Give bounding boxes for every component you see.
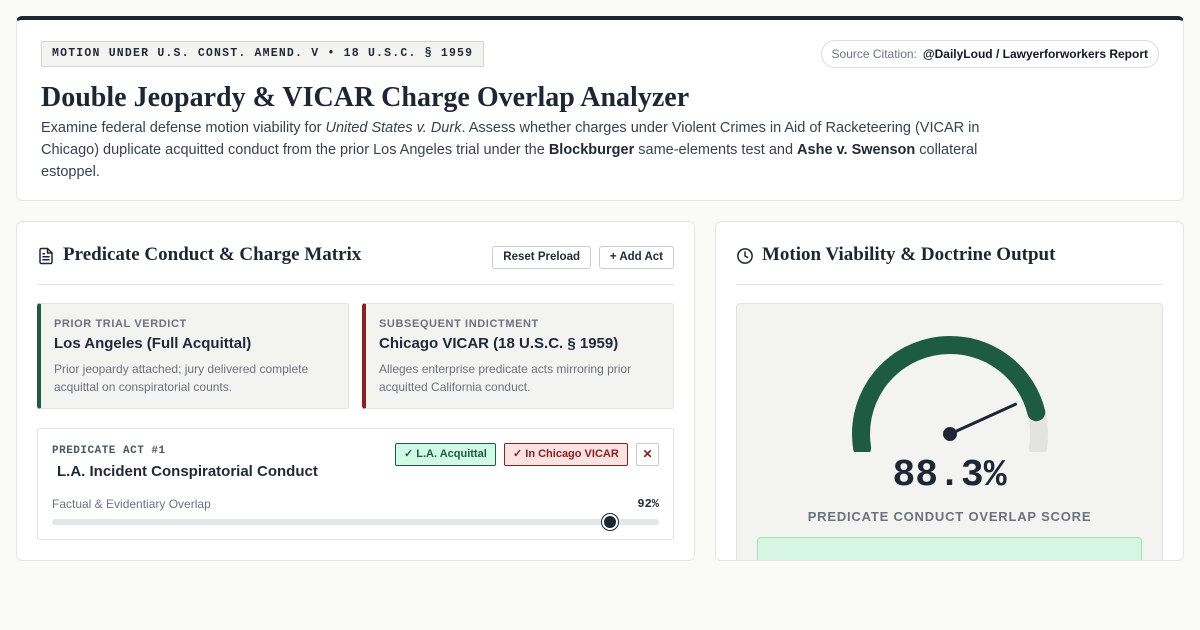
matrix-title: Predicate Conduct & Charge Matrix bbox=[63, 244, 362, 265]
reset-preload-button[interactable]: Reset Preload bbox=[492, 246, 591, 269]
citation-value[interactable]: @DailyLoud / Lawyerforworkers Report bbox=[922, 47, 1148, 61]
act-title: L.A. Incident Conspiratorial Conduct bbox=[57, 463, 318, 480]
overlap-gauge bbox=[852, 335, 1048, 452]
overlap-value: 92% bbox=[637, 497, 659, 511]
slider-thumb[interactable] bbox=[602, 514, 619, 530]
overlap-score-value: 88.3% bbox=[892, 454, 1007, 497]
remove-act-button[interactable]: ✕ bbox=[636, 443, 659, 466]
la-acquittal-toggle[interactable]: ✓ L.A. Acquittal bbox=[395, 443, 496, 466]
subsequent-desc: Alleges enterprise predicate acts mirror… bbox=[379, 362, 632, 394]
gauge-needle bbox=[948, 402, 1017, 436]
output-title: Motion Viability & Doctrine Output bbox=[762, 244, 1056, 265]
desc-text-4: collateral estoppel. bbox=[41, 142, 978, 180]
desc-text-2: . Assess whether charges under Violent C… bbox=[41, 120, 980, 158]
desc-case-name: United States v. Durk bbox=[325, 120, 462, 136]
citation-label: Source Citation: bbox=[831, 47, 917, 61]
desc-ashe: Ashe v. Swenson bbox=[797, 142, 916, 158]
predicate-act-card: PREDICATE ACT #1 L.A. Incident Conspirat… bbox=[37, 428, 674, 540]
overlap-score-label: PREDICATE CONDUCT OVERLAP SCORE bbox=[807, 509, 1092, 524]
desc-text-3: same-elements test and bbox=[634, 142, 798, 158]
charge-matrix-panel: Predicate Conduct & Charge Matrix Reset … bbox=[16, 221, 695, 561]
doctrine-output-panel: Motion Viability & Doctrine Output 88.3%… bbox=[715, 221, 1184, 561]
prior-verdict-desc: Prior jeopardy attached; jury delivered … bbox=[54, 362, 309, 394]
panel-header: Predicate Conduct & Charge Matrix Reset … bbox=[37, 222, 674, 285]
overlap-slider[interactable] bbox=[52, 514, 659, 530]
header-card: MOTION UNDER U.S. CONST. AMEND. V • 18 U… bbox=[16, 16, 1184, 201]
chicago-vicar-toggle[interactable]: ✓ In Chicago VICAR bbox=[504, 443, 628, 466]
gauge-box: 88.3% PREDICATE CONDUCT OVERLAP SCORE bbox=[736, 303, 1163, 560]
result-strip bbox=[757, 537, 1142, 560]
act-number: PREDICATE ACT #1 bbox=[52, 445, 166, 457]
gauge-fill bbox=[852, 335, 1046, 452]
prior-verdict-card: PRIOR TRIAL VERDICT Los Angeles (Full Ac… bbox=[37, 303, 349, 409]
desc-text-1: Examine federal defense motion viability… bbox=[41, 120, 326, 136]
panel-header: Motion Viability & Doctrine Output bbox=[736, 222, 1163, 285]
desc-blockburger: Blockburger bbox=[548, 142, 635, 158]
page-description: Examine federal defense motion viability… bbox=[41, 117, 1001, 183]
subsequent-label: SUBSEQUENT INDICTMENT bbox=[379, 318, 539, 330]
clock-icon bbox=[737, 248, 753, 264]
prior-verdict-title: Los Angeles (Full Acquittal) bbox=[54, 335, 252, 352]
gauge-hub bbox=[943, 427, 957, 441]
document-icon bbox=[39, 247, 53, 265]
subsequent-title: Chicago VICAR (18 U.S.C. § 1959) bbox=[379, 335, 619, 352]
page-title: Double Jeopardy & VICAR Charge Overlap A… bbox=[41, 82, 690, 113]
source-citation[interactable]: Source Citation: @DailyLoud / Lawyerforwo… bbox=[820, 40, 1159, 68]
overlap-label: Factual & Evidentiary Overlap bbox=[52, 497, 211, 511]
add-act-button[interactable]: + Add Act bbox=[598, 246, 674, 269]
subsequent-indictment-card: SUBSEQUENT INDICTMENT Chicago VICAR (18 … bbox=[362, 303, 674, 409]
motion-badge: MOTION UNDER U.S. CONST. AMEND. V • 18 U… bbox=[41, 41, 485, 67]
prior-verdict-label: PRIOR TRIAL VERDICT bbox=[54, 318, 187, 330]
